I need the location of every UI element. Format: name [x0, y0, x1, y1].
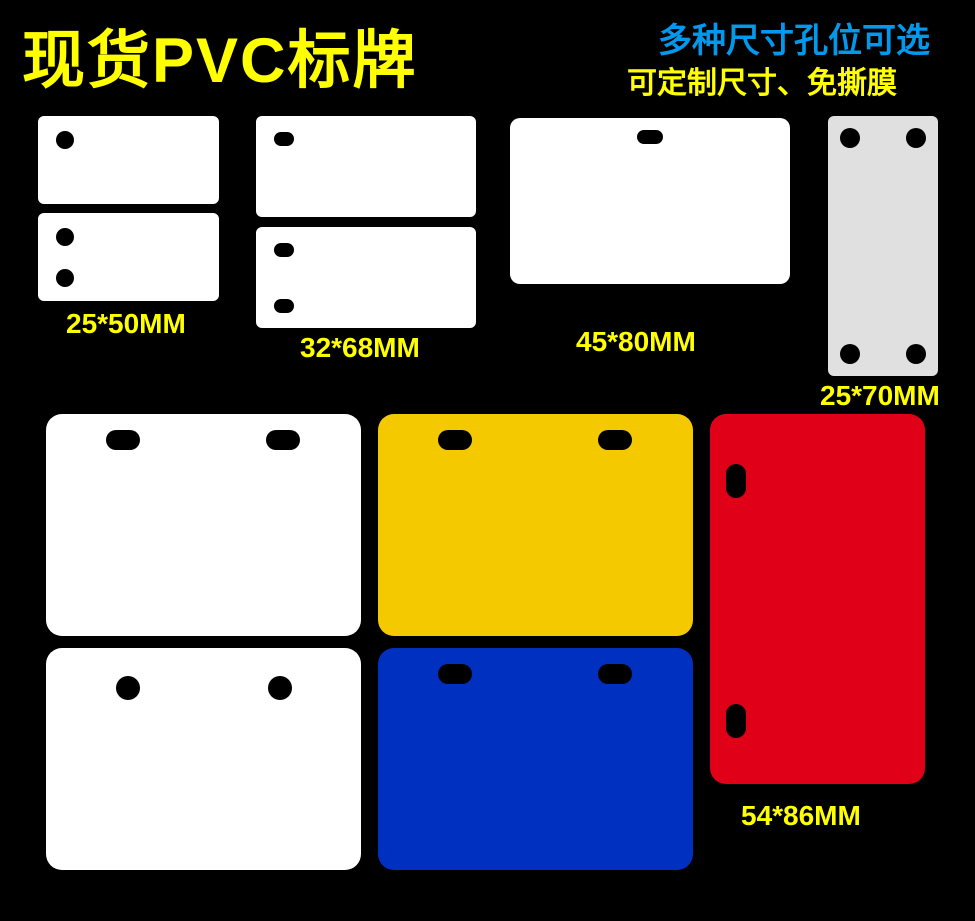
- subtitle-sizes: 多种尺寸孔位可选: [658, 13, 930, 62]
- slot-icon: [637, 130, 663, 144]
- hole-icon: [56, 228, 74, 246]
- label-54x86: 54*86MM: [741, 800, 861, 832]
- label-45x80: 45*80MM: [576, 326, 696, 358]
- slot-icon: [106, 430, 140, 450]
- tag-45x80: [510, 118, 790, 284]
- main-title: 现货PVC标牌: [22, 10, 418, 101]
- slot-icon: [598, 430, 632, 450]
- slot-icon: [266, 430, 300, 450]
- tag-32x68-single-slot: [256, 116, 476, 217]
- slot-icon: [274, 243, 294, 257]
- slot-icon: [598, 664, 632, 684]
- slot-icon: [274, 132, 294, 146]
- label-25x70: 25*70MM: [820, 380, 940, 412]
- tag-32x68-double-slot: [256, 227, 476, 328]
- hole-icon: [56, 131, 74, 149]
- hole-icon: [840, 344, 860, 364]
- tag-25x50-single-hole: [38, 116, 219, 204]
- hole-icon: [116, 676, 140, 700]
- slot-icon: [274, 299, 294, 313]
- tag-54x86-white-slots: [46, 414, 361, 636]
- hole-icon: [840, 128, 860, 148]
- hole-icon: [268, 676, 292, 700]
- tag-54x86-blue: [378, 648, 693, 870]
- slot-icon: [438, 664, 472, 684]
- slot-icon: [438, 430, 472, 450]
- label-25x50: 25*50MM: [66, 308, 186, 340]
- hole-icon: [56, 269, 74, 287]
- label-32x68: 32*68MM: [300, 332, 420, 364]
- slot-icon: [726, 704, 746, 738]
- tag-54x86-white-circles: [46, 648, 361, 870]
- slot-icon: [726, 464, 746, 498]
- hole-icon: [906, 344, 926, 364]
- subtitle-custom: 可定制尺寸、免撕膜: [627, 58, 897, 102]
- tag-54x86-red-vertical: [710, 414, 925, 784]
- hole-icon: [906, 128, 926, 148]
- tag-25x50-double-hole: [38, 213, 219, 301]
- tag-25x70: [828, 116, 938, 376]
- tag-54x86-yellow: [378, 414, 693, 636]
